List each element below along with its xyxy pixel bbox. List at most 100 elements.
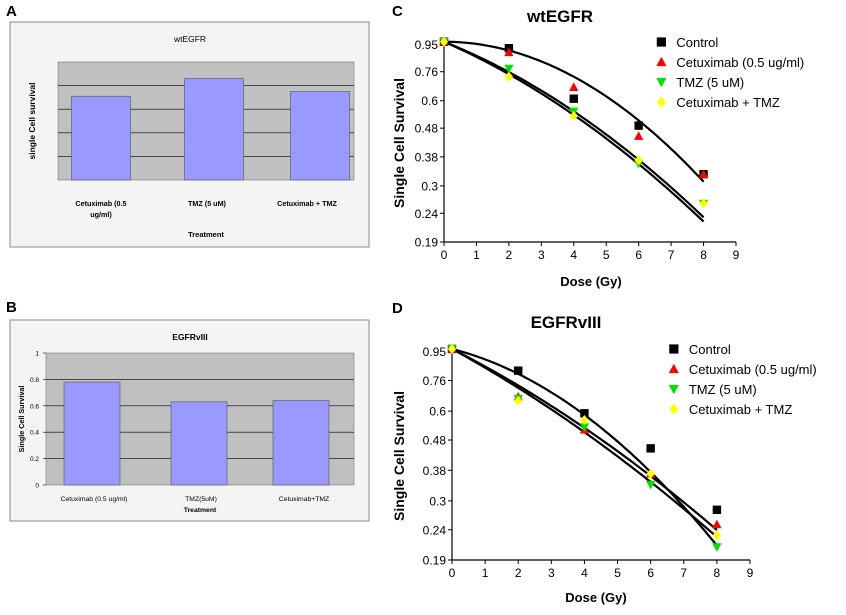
chart-c-ytick-6: 0.76 [415, 65, 439, 79]
chart-c-ytick-0: 0.19 [415, 236, 439, 250]
chart-d-s3-point-3 [646, 468, 655, 479]
chart-c-xtick-2: 2 [506, 248, 513, 262]
chart-a-xtick-1: TMZ (5 uM) [188, 199, 227, 208]
chart-d-ytick-4: 0.48 [423, 434, 447, 448]
chart-c-s0-point-3 [634, 121, 643, 130]
chart-d-ytick-2: 0.3 [429, 494, 446, 508]
chart-b-xtick-2: Cetuximab+TMZ [279, 496, 329, 503]
chart-b-bar-0 [63, 381, 121, 486]
chart-c-s3-point-0 [439, 36, 449, 47]
chart-c-xtick-7: 7 [668, 248, 675, 262]
chart-d-s2-point-3 [646, 480, 656, 490]
chart-d-xtick-5: 5 [614, 566, 621, 580]
chart-d-s3-point-0 [447, 343, 457, 354]
chart-b-xtick-1: TMZ(5uM) [185, 496, 217, 503]
chart-c-s2-point-1 [504, 64, 514, 74]
chart-c-xtick-1: 1 [473, 248, 480, 262]
chart-b-bar-2 [272, 400, 330, 486]
chart-d-xtick-6: 6 [647, 566, 654, 580]
chart-c-legend-marker-2 [656, 77, 667, 88]
chart-c-fit-curve-0 [443, 40, 705, 183]
chart-d-legend-marker-3 [669, 403, 679, 415]
chart-d-s3-point-1 [514, 395, 523, 406]
chart-d-ytick-7: 0.95 [423, 345, 447, 359]
chart-d-title: EGFRvIII [531, 313, 602, 332]
chart-a: wtEGFR single Cell survival Cetuximab (0… [9, 21, 370, 248]
chart-d-s3-point-2 [580, 415, 589, 426]
chart-d-s0-point-3 [646, 444, 655, 453]
panel-label-d: D [392, 300, 403, 317]
chart-c-x-label: Dose (Gy) [560, 274, 621, 289]
chart-c-xtick-4: 4 [570, 248, 577, 262]
chart-b-title: EGFRvIII [172, 332, 207, 342]
chart-b-xtick-0: Cetuximab (0.5 ug/ml) [61, 496, 128, 503]
chart-d-legend-marker-1 [668, 363, 679, 374]
chart-a-title: wtEGFR [173, 34, 206, 44]
chart-c-xtick-5: 5 [603, 248, 610, 262]
chart-d-s3-point-4 [712, 530, 722, 541]
chart-a-bar-0 [71, 95, 131, 181]
chart-d-ytick-6: 0.76 [423, 374, 447, 388]
chart-d-legend-label-0: Control [689, 342, 731, 357]
chart-d-xtick-4: 4 [581, 566, 588, 580]
chart-a-xtick-2: Cetuximab + TMZ [277, 199, 337, 208]
chart-c-ytick-4: 0.48 [415, 122, 439, 136]
chart-d-xtick-2: 2 [515, 566, 522, 580]
panel-label-b: B [6, 299, 17, 316]
chart-d-xtick-1: 1 [482, 566, 489, 580]
chart-d-s0-point-4 [712, 505, 722, 514]
chart-a-bar-2 [290, 91, 350, 181]
chart-c-fit-curve-2 [443, 40, 705, 223]
chart-d-xtick-0: 0 [449, 566, 456, 580]
chart-c-legend-label-1: Cetuximab (0.5 ug/ml) [676, 55, 804, 70]
chart-d: EGFRvIII Single Cell Survival Dose (Gy) … [391, 313, 817, 605]
chart-d-legend-label-1: Cetuximab (0.5 ug/ml) [689, 362, 817, 377]
chart-c-s3-point-4 [699, 198, 708, 209]
chart-c-s1-point-1 [504, 47, 514, 57]
chart-c-xtick-8: 8 [700, 248, 707, 262]
chart-d-xtick-8: 8 [714, 566, 721, 580]
chart-d-xtick-9: 9 [747, 566, 754, 580]
chart-d-s0-point-2 [580, 409, 589, 418]
chart-c-ytick-7: 0.95 [415, 38, 439, 52]
chart-c-s3-point-3 [634, 155, 643, 166]
chart-d-ytick-3: 0.38 [423, 464, 447, 478]
chart-c-legend-label-2: TMZ (5 uM) [676, 75, 744, 90]
chart-c-y-label: Single Cell Survival [391, 78, 407, 208]
chart-c-s3-point-2 [569, 110, 578, 122]
chart-d-legend-marker-2 [668, 384, 679, 395]
chart-d-s1-point-4 [712, 519, 722, 529]
chart-a-y-label: single Cell survival [27, 82, 37, 159]
panel-label-a: A [6, 3, 17, 20]
chart-d-ytick-0: 0.19 [423, 554, 447, 568]
chart-d-ytick-5: 0.6 [429, 405, 446, 419]
chart-b: EGFRvIII Single Cell Survival Cetuximab … [9, 319, 370, 522]
chart-d-legend-label-3: Cetuximab + TMZ [689, 402, 792, 417]
chart-c-s1-point-2 [569, 82, 579, 91]
panel-label-c: C [392, 3, 403, 20]
chart-c-ytick-3: 0.38 [415, 150, 439, 164]
chart-c-legend-marker-3 [656, 96, 666, 108]
chart-c-legend-label-3: Cetuximab + TMZ [676, 95, 779, 110]
chart-c-ytick-1: 0.24 [415, 207, 439, 221]
chart-d-ytick-1: 0.24 [423, 523, 447, 537]
chart-b-ytick-1: 0.2 [30, 456, 39, 463]
chart-d-xtick-7: 7 [680, 566, 687, 580]
chart-c-legend-marker-0 [656, 37, 666, 47]
chart-d-fit-curve-2 [451, 347, 718, 538]
chart-c-legend-marker-1 [656, 56, 667, 67]
chart-d-s0-point-1 [514, 366, 523, 375]
chart-a-xtick-0-line1: Cetuximab (0.5 [75, 199, 126, 208]
chart-d-legend-label-2: TMZ (5 uM) [689, 382, 757, 397]
chart-d-fit-curve-0 [451, 347, 718, 547]
chart-a-x-label: Treatment [188, 230, 224, 239]
chart-c-ytick-2: 0.3 [421, 179, 438, 193]
chart-c: wtEGFR Single Cell Survival Dose (Gy) 0.… [391, 7, 804, 289]
chart-b-bar-1 [170, 401, 228, 486]
chart-d-xtick-3: 3 [548, 566, 555, 580]
chart-c-s3-point-1 [504, 71, 514, 82]
chart-d-y-label: Single Cell Survival [391, 391, 407, 521]
chart-c-legend-label-0: Control [676, 35, 718, 50]
chart-c-xtick-3: 3 [538, 248, 545, 262]
chart-b-ytick-2: 0.4 [30, 430, 39, 437]
